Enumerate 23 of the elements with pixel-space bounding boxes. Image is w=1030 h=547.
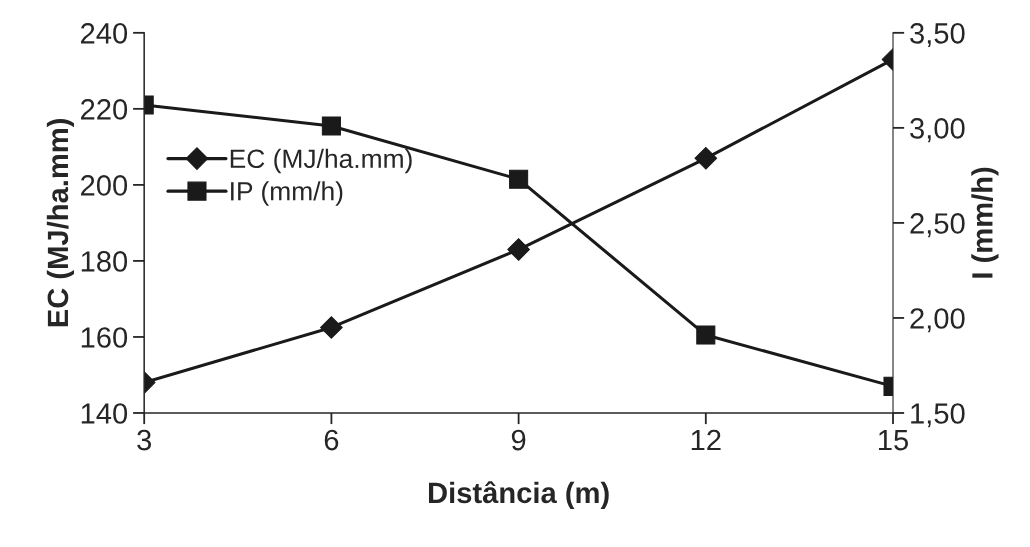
y2-tick-label: 3,50 bbox=[910, 23, 965, 48]
legend-label: IP (mm/h) bbox=[231, 181, 343, 206]
y2-tick-label: 1,50 bbox=[911, 403, 965, 428]
y-tick-label: 240 bbox=[81, 23, 128, 44]
y2-axis-title: I (mm/h) bbox=[971, 167, 999, 278]
x-tick-label: 6 bbox=[324, 429, 339, 451]
legend-label: EC (MJ/ha.mm) bbox=[230, 148, 412, 174]
x-tick-label: 3 bbox=[137, 429, 152, 451]
y-tick-label: 180 bbox=[81, 251, 128, 272]
x-tick-label: 12 bbox=[691, 429, 721, 451]
y-tick-label: 220 bbox=[81, 99, 128, 120]
y-tick-label: 200 bbox=[81, 175, 128, 196]
x-tick-label: 15 bbox=[879, 430, 909, 451]
point bbox=[507, 238, 530, 261]
y-tick-label: 140 bbox=[81, 403, 128, 424]
x-tick-label: 9 bbox=[511, 429, 526, 451]
y-tick-label: 160 bbox=[81, 327, 128, 348]
point bbox=[509, 169, 529, 189]
y2-tick-label: 3,00 bbox=[910, 118, 965, 143]
y2-tick-label: 2,50 bbox=[910, 213, 965, 238]
x-axis-title: Distância (m) bbox=[428, 481, 609, 509]
y-axis-title: EC (MJ/ha.mm) bbox=[46, 119, 75, 327]
y2-tick-label: 2,00 bbox=[910, 308, 965, 333]
